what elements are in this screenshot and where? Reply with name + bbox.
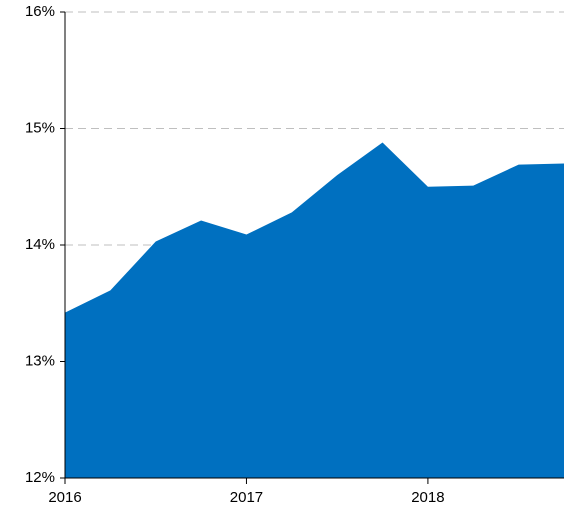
x-tick-label: 2018 bbox=[411, 489, 444, 506]
y-tick-label: 14% bbox=[25, 236, 55, 253]
y-tick-label: 16% bbox=[25, 3, 55, 20]
x-tick-label: 2017 bbox=[230, 489, 263, 506]
y-tick-label: 15% bbox=[25, 119, 55, 136]
y-tick-label: 13% bbox=[25, 352, 55, 369]
x-tick-label: 2016 bbox=[48, 489, 81, 506]
area bbox=[65, 142, 564, 479]
y-tick-label: 12% bbox=[25, 469, 55, 486]
